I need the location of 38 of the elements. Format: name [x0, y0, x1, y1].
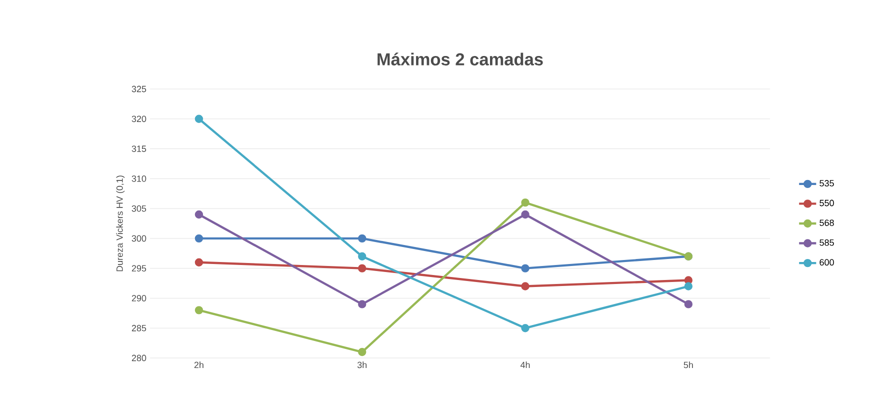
point [521, 282, 530, 290]
y-tick-label: 315 [132, 146, 146, 152]
x-tick-label: 4h [520, 362, 530, 368]
point [358, 348, 366, 356]
x-tick-label: 3h [357, 362, 367, 368]
point [358, 234, 366, 243]
point [521, 210, 530, 219]
point [521, 198, 530, 207]
y-tick-label: 320 [132, 116, 146, 122]
y-tick-label: 295 [132, 265, 146, 272]
x-tick-label: 5h [684, 362, 693, 368]
point [194, 306, 204, 314]
legend-label: 535 [820, 180, 834, 186]
y-tick-label: 310 [132, 175, 146, 182]
point [194, 258, 204, 266]
legend-label: 568 [820, 220, 834, 226]
legend-label: 600 [820, 259, 834, 266]
point [194, 210, 204, 219]
point [684, 300, 693, 308]
point [194, 234, 204, 243]
point [521, 264, 530, 272]
point [358, 300, 366, 308]
y-tick-label: 290 [132, 295, 146, 302]
legend-label: 585 [820, 239, 834, 246]
legend-label: 550 [820, 200, 834, 206]
y-tick-label: 285 [132, 324, 146, 332]
x-tick-label: 2h [194, 362, 204, 368]
y-axis-title: Dureza Vickers HV (0,1) [116, 176, 125, 272]
y-tick-label: 305 [132, 205, 146, 212]
chart-title: Máximos 2 camadas [378, 52, 543, 66]
y-tick-label: 325 [132, 86, 146, 92]
point [358, 264, 366, 272]
point [521, 324, 530, 332]
point [194, 114, 204, 123]
point [358, 252, 366, 260]
y-tick-label: 300 [132, 235, 146, 242]
point [684, 282, 693, 290]
y-tick-label: 280 [132, 354, 146, 362]
